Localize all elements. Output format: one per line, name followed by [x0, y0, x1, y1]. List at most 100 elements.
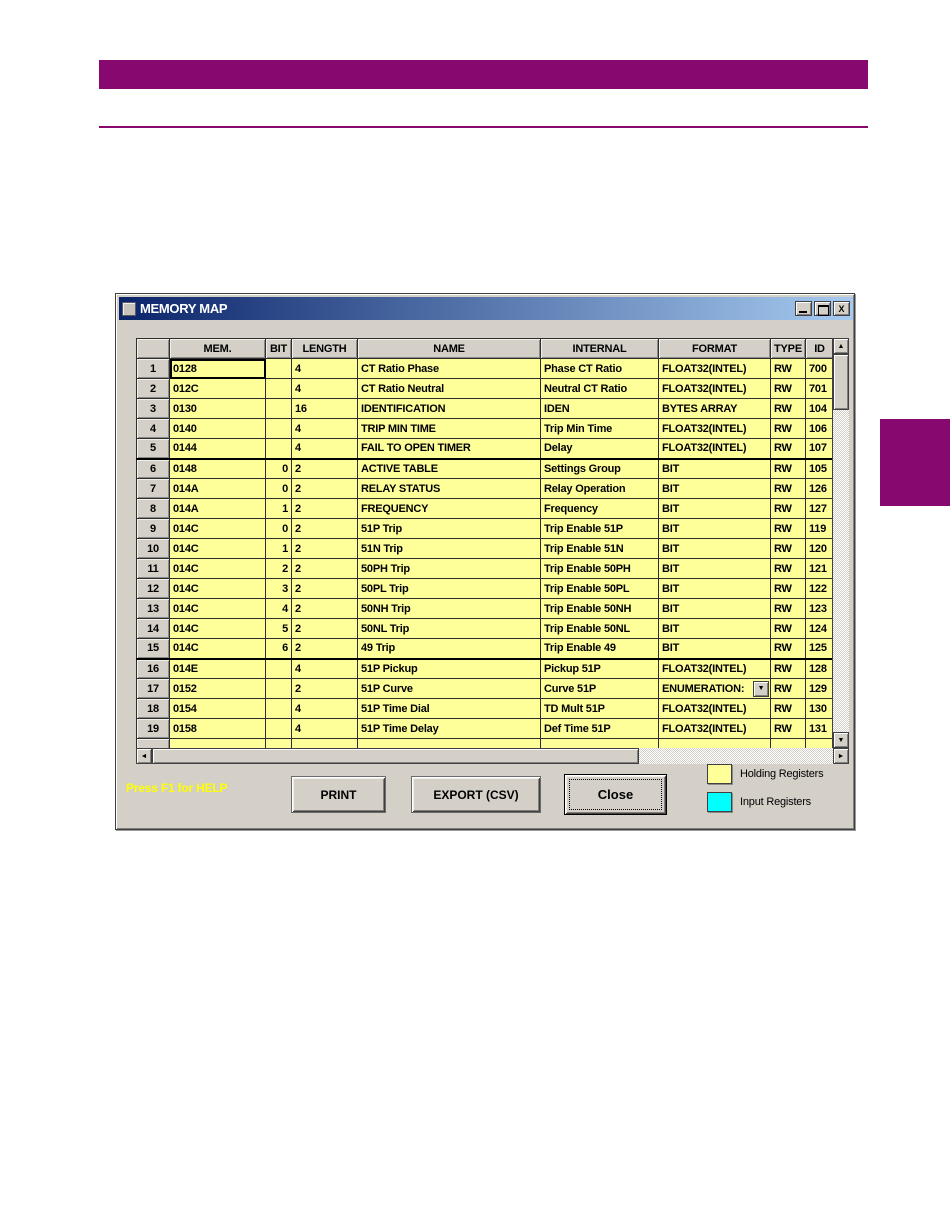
cell-length[interactable]: 4: [291, 718, 358, 739]
cell-id[interactable]: 128: [805, 658, 832, 679]
row-number[interactable]: 4: [136, 418, 170, 439]
cell-mem[interactable]: 014C: [169, 618, 266, 639]
cell-type[interactable]: RW: [770, 658, 806, 679]
cell-bit[interactable]: [265, 418, 292, 439]
cell-mem[interactable]: 0154: [169, 698, 266, 719]
cell-id[interactable]: [805, 738, 832, 748]
row-number[interactable]: [136, 738, 170, 748]
column-header-mem[interactable]: MEM.: [169, 338, 266, 359]
cell-name[interactable]: 51P Pickup: [357, 658, 541, 679]
cell-length[interactable]: 2: [291, 578, 358, 599]
cell-mem[interactable]: 014C: [169, 638, 266, 660]
cell-name[interactable]: 50NL Trip: [357, 618, 541, 639]
cell-bit[interactable]: [265, 738, 292, 748]
cell-internal[interactable]: Trip Enable 50NL: [540, 618, 659, 639]
cell-name[interactable]: CT Ratio Phase: [357, 358, 541, 379]
cell-type[interactable]: RW: [770, 438, 806, 460]
cell-mem[interactable]: 0144: [169, 438, 266, 460]
cell-internal[interactable]: Neutral CT Ratio: [540, 378, 659, 399]
cell-mem[interactable]: 0148: [169, 458, 266, 479]
cell-type[interactable]: RW: [770, 398, 806, 419]
cell-id[interactable]: 122: [805, 578, 832, 599]
scroll-down-icon[interactable]: ▼: [833, 732, 849, 748]
cell-mem[interactable]: 0140: [169, 418, 266, 439]
cell-format[interactable]: BIT: [658, 518, 771, 539]
cell-internal[interactable]: Trip Min Time: [540, 418, 659, 439]
cell-type[interactable]: RW: [770, 498, 806, 519]
cell-length[interactable]: 4: [291, 358, 358, 379]
cell-format[interactable]: BIT: [658, 638, 771, 660]
export-csv-button[interactable]: EXPORT (CSV): [411, 776, 541, 813]
cell-length[interactable]: 2: [291, 538, 358, 559]
cell-format[interactable]: ENUMERATION: ▼: [658, 678, 771, 699]
cell-length[interactable]: 16: [291, 398, 358, 419]
column-header-format[interactable]: FORMAT: [658, 338, 771, 359]
cell-bit[interactable]: 6: [265, 638, 292, 660]
cell-id[interactable]: 106: [805, 418, 832, 439]
cell-internal[interactable]: IDEN: [540, 398, 659, 419]
cell-length[interactable]: 2: [291, 458, 358, 479]
cell-name[interactable]: 49 Trip: [357, 638, 541, 660]
cell-name[interactable]: TRIP MIN TIME: [357, 418, 541, 439]
cell-bit[interactable]: 1: [265, 498, 292, 519]
cell-type[interactable]: RW: [770, 378, 806, 399]
cell-format[interactable]: BIT: [658, 458, 771, 479]
cell-name[interactable]: 51P Trip: [357, 518, 541, 539]
cell-internal[interactable]: Def Time 51P: [540, 718, 659, 739]
cell-name[interactable]: FAIL TO OPEN TIMER: [357, 438, 541, 460]
scroll-right-icon[interactable]: ►: [833, 748, 849, 764]
row-number[interactable]: 5: [136, 438, 170, 460]
cell-mem[interactable]: 014C: [169, 538, 266, 559]
format-dropdown-icon[interactable]: ▼: [753, 680, 769, 697]
cell-id[interactable]: 127: [805, 498, 832, 519]
cell-internal[interactable]: TD Mult 51P: [540, 698, 659, 719]
cell-format[interactable]: BIT: [658, 538, 771, 559]
row-number[interactable]: 8: [136, 498, 170, 519]
cell-length[interactable]: 2: [291, 598, 358, 619]
cell-type[interactable]: RW: [770, 458, 806, 479]
cell-internal[interactable]: Relay Operation: [540, 478, 659, 499]
cell-name[interactable]: 51N Trip: [357, 538, 541, 559]
cell-name[interactable]: 51P Time Delay: [357, 718, 541, 739]
cell-length[interactable]: 4: [291, 698, 358, 719]
cell-id[interactable]: 120: [805, 538, 832, 559]
cell-name[interactable]: 50NH Trip: [357, 598, 541, 619]
cell-mem[interactable]: [169, 738, 266, 748]
cell-format[interactable]: FLOAT32(INTEL): [658, 438, 771, 460]
cell-format[interactable]: FLOAT32(INTEL): [658, 698, 771, 719]
cell-internal[interactable]: Delay: [540, 438, 659, 460]
row-number[interactable]: 13: [136, 598, 170, 619]
cell-length[interactable]: 2: [291, 478, 358, 499]
print-button[interactable]: PRINT: [291, 776, 386, 813]
cell-length[interactable]: 4: [291, 658, 358, 679]
horizontal-scroll-thumb[interactable]: [152, 748, 639, 764]
vertical-scrollbar[interactable]: ▲ ▼: [833, 338, 849, 748]
cell-internal[interactable]: Trip Enable 51N: [540, 538, 659, 559]
cell-bit[interactable]: 3: [265, 578, 292, 599]
cell-mem[interactable]: 0128: [169, 358, 266, 379]
cell-internal[interactable]: Frequency: [540, 498, 659, 519]
cell-type[interactable]: RW: [770, 578, 806, 599]
cell-bit[interactable]: [265, 438, 292, 460]
cell-id[interactable]: 119: [805, 518, 832, 539]
cell-type[interactable]: RW: [770, 558, 806, 579]
vertical-scroll-thumb[interactable]: [833, 354, 849, 410]
cell-bit[interactable]: [265, 698, 292, 719]
cell-format[interactable]: FLOAT32(INTEL): [658, 378, 771, 399]
cell-length[interactable]: 2: [291, 518, 358, 539]
cell-format[interactable]: BIT: [658, 598, 771, 619]
row-number[interactable]: 17: [136, 678, 170, 699]
cell-name[interactable]: 50PL Trip: [357, 578, 541, 599]
cell-id[interactable]: 131: [805, 718, 832, 739]
cell-length[interactable]: [291, 738, 358, 748]
row-number[interactable]: 18: [136, 698, 170, 719]
cell-type[interactable]: RW: [770, 518, 806, 539]
cell-internal[interactable]: Phase CT Ratio: [540, 358, 659, 379]
cell-name[interactable]: IDENTIFICATION: [357, 398, 541, 419]
cell-mem[interactable]: 0130: [169, 398, 266, 419]
cell-mem[interactable]: 0152: [169, 678, 266, 699]
row-number[interactable]: 9: [136, 518, 170, 539]
cell-id[interactable]: 124: [805, 618, 832, 639]
cell-bit[interactable]: [265, 358, 292, 379]
cell-mem[interactable]: 014C: [169, 578, 266, 599]
